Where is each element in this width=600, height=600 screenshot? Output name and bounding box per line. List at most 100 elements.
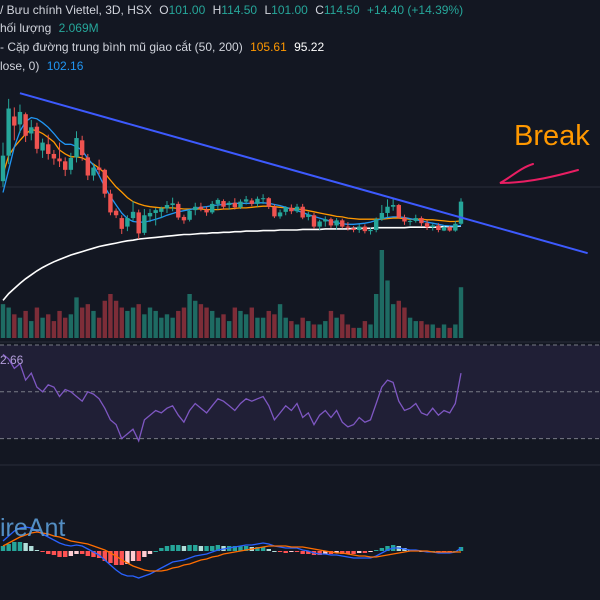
volume-bar (176, 310, 181, 338)
volume-bar (345, 324, 351, 338)
macd-histogram-bar (368, 551, 373, 552)
volume-bar (419, 321, 424, 338)
volume-label: hối lượng (0, 21, 52, 35)
candle-body (46, 144, 51, 154)
watermark-text: ireAnt (0, 514, 66, 542)
macd-histogram-bar (385, 546, 390, 551)
candle-body (62, 161, 68, 170)
volume-bar (407, 317, 413, 338)
volume-bar (147, 307, 153, 338)
volume-bar (12, 314, 17, 338)
macd-histogram-bar (108, 551, 113, 563)
volume-bar (51, 321, 57, 338)
volume-bar (57, 310, 62, 338)
high-label: H (212, 3, 222, 17)
volume-bar (142, 314, 147, 338)
candle-body (396, 205, 402, 218)
volume-bar (108, 294, 113, 338)
candle-body (441, 227, 447, 231)
candle-body (277, 212, 283, 217)
volume-bar (453, 324, 458, 338)
candle-body (102, 169, 107, 194)
volume-bar (396, 300, 402, 338)
open-label: O (159, 3, 169, 17)
macd-histogram-bar (12, 542, 17, 551)
volume-bar (430, 324, 435, 338)
ema50-value: 105.61 (250, 40, 287, 54)
macd-histogram-bar (29, 546, 34, 551)
candle-body (334, 220, 339, 226)
volume-bar (85, 304, 91, 338)
symbol-name: / Bưu chính Viettel, 3D, HSX (0, 3, 152, 17)
macd-histogram-bar (142, 551, 147, 557)
macd-histogram-bar (362, 551, 368, 553)
candle-body (119, 218, 124, 229)
macd-histogram-bar (306, 551, 311, 554)
close-value: 114.50 (323, 3, 360, 17)
volume-bar (204, 307, 209, 338)
volume-bar (447, 327, 452, 338)
volume-bar (0, 304, 6, 338)
candle-body (23, 114, 28, 136)
volume-bar (102, 300, 107, 338)
candle-body (328, 219, 334, 226)
candle-body (193, 206, 198, 211)
volume-bar (260, 317, 266, 338)
volume-bar (210, 310, 215, 338)
candle-body (249, 200, 254, 204)
candle-body (12, 116, 17, 126)
volume-bar (226, 321, 232, 338)
candle-body (238, 201, 243, 208)
candle-body (317, 221, 322, 227)
volume-bar (243, 314, 249, 338)
volume-bar (113, 300, 119, 338)
macd-histogram-bar (46, 551, 51, 554)
volume-bar (436, 327, 441, 338)
volume-bar (323, 321, 328, 338)
candle-body (181, 216, 187, 221)
volume-bar (136, 304, 141, 338)
volume-bar (390, 304, 396, 338)
candle-body (204, 209, 209, 213)
candle-body (351, 228, 356, 230)
candle-body (125, 218, 130, 227)
volume-bar (317, 324, 322, 338)
break-arrow (499, 163, 579, 184)
candle-body (430, 225, 435, 228)
candle-body (419, 218, 424, 224)
volume-bar (373, 294, 379, 338)
macd-histogram-bar (0, 546, 6, 551)
volume-bar (424, 324, 430, 338)
candle-body (51, 153, 57, 159)
candle-body (164, 205, 170, 209)
volume-bar (193, 300, 198, 338)
candle-body (255, 198, 260, 204)
candle-body (453, 223, 458, 231)
volume-bar (458, 287, 464, 338)
volume-bar (238, 310, 243, 338)
volume-bar (46, 314, 51, 338)
volume-bar (300, 317, 305, 338)
macd-histogram-bar (181, 546, 187, 551)
macd-histogram-bar (136, 551, 141, 561)
volume-bar (159, 317, 164, 338)
candle-body (29, 127, 34, 134)
macd-histogram-bar (232, 546, 238, 551)
volume-bar (328, 310, 334, 338)
volume-bar (289, 321, 294, 338)
candle-body (74, 138, 79, 158)
sma-label: lose, 0) (0, 59, 40, 73)
volume-bar (170, 317, 175, 338)
macd-histogram-bar (193, 545, 198, 551)
candle-body (379, 212, 385, 220)
candle-body (57, 158, 62, 162)
macd-histogram-bar (243, 546, 249, 551)
ema-legend: - Cặp đường trung bình mũ giao cắt (50, … (0, 40, 328, 55)
macd-histogram-bar (317, 551, 322, 555)
open-value: 101.00 (168, 3, 206, 17)
rsi-line (2, 353, 462, 443)
macd-histogram-bar (176, 545, 181, 551)
volume-bar (74, 297, 79, 338)
volume-bar (311, 324, 317, 338)
